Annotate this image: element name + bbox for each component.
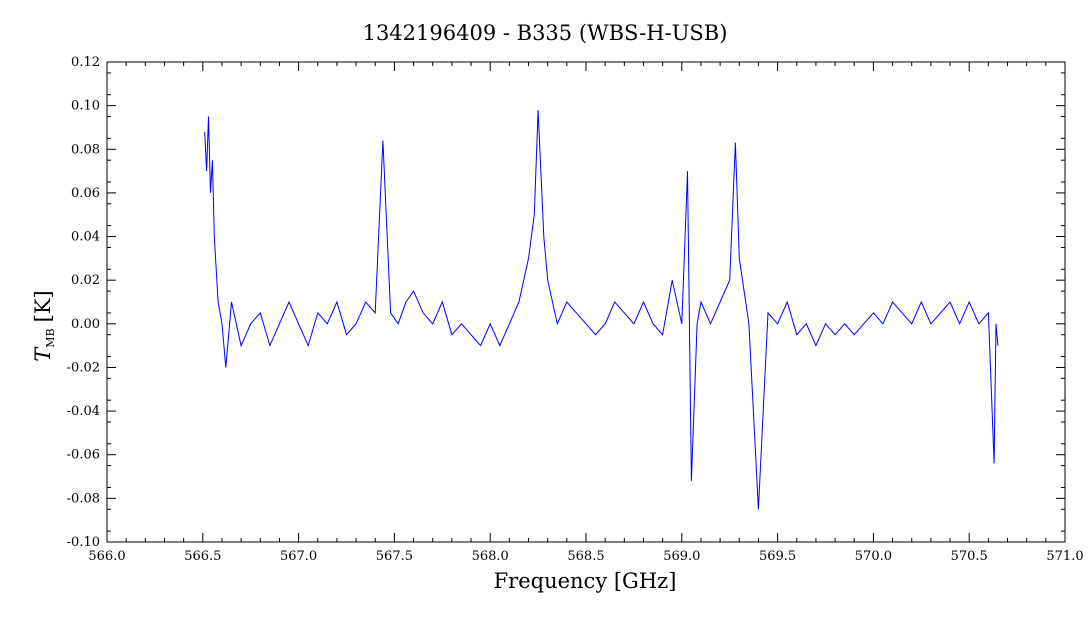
y-tick-label: 0.12 (71, 55, 100, 70)
y-tick-label: 0.00 (71, 317, 100, 332)
y-tick-label: -0.02 (67, 360, 100, 375)
y-axis-label: TMB [K] (31, 290, 57, 361)
y-tick-label: -0.10 (67, 535, 100, 550)
spectrum-series-0 (204, 109, 999, 510)
x-tick-label: 570.0 (855, 549, 892, 564)
y-axis-label-group: TMB [K] (31, 290, 57, 361)
y-tick-label: 0.02 (71, 273, 100, 288)
y-axis-label-unit: [K] (31, 290, 55, 322)
y-tick-label: -0.06 (67, 448, 100, 463)
x-tick-label: 567.0 (280, 549, 317, 564)
x-tick-label: 566.5 (184, 549, 221, 564)
axis-ticks: 566.0 566.5 567.0 567.5 568.0 568.5 569.0 569.5… (67, 55, 1084, 564)
x-tick-label: 568.5 (567, 549, 604, 564)
x-tick-label: 569.0 (663, 549, 700, 564)
y-tick-label: 0.06 (71, 186, 100, 201)
y-axis-label-symbol: T (31, 346, 55, 362)
y-tick-label: 0.08 (71, 142, 100, 157)
chart-title: 1342196409 - B335 (WBS-H-USB) (363, 21, 728, 45)
x-tick-label: 569.5 (759, 549, 796, 564)
x-tick-label: 568.0 (472, 549, 509, 564)
y-tick-label: 0.04 (71, 230, 100, 245)
x-tick-label: 570.5 (951, 549, 988, 564)
y-tick-label: -0.04 (67, 404, 100, 419)
x-tick-label: 567.5 (376, 549, 413, 564)
y-tick-label: -0.08 (67, 491, 100, 506)
series-layer (204, 109, 999, 510)
x-axis-label: Frequency [GHz] (494, 569, 677, 593)
y-tick-label: 0.10 (71, 99, 100, 114)
x-tick-label: 571.0 (1046, 549, 1083, 564)
x-tick-label: 566.0 (88, 549, 125, 564)
y-axis-label-subscript: MB (44, 328, 57, 347)
